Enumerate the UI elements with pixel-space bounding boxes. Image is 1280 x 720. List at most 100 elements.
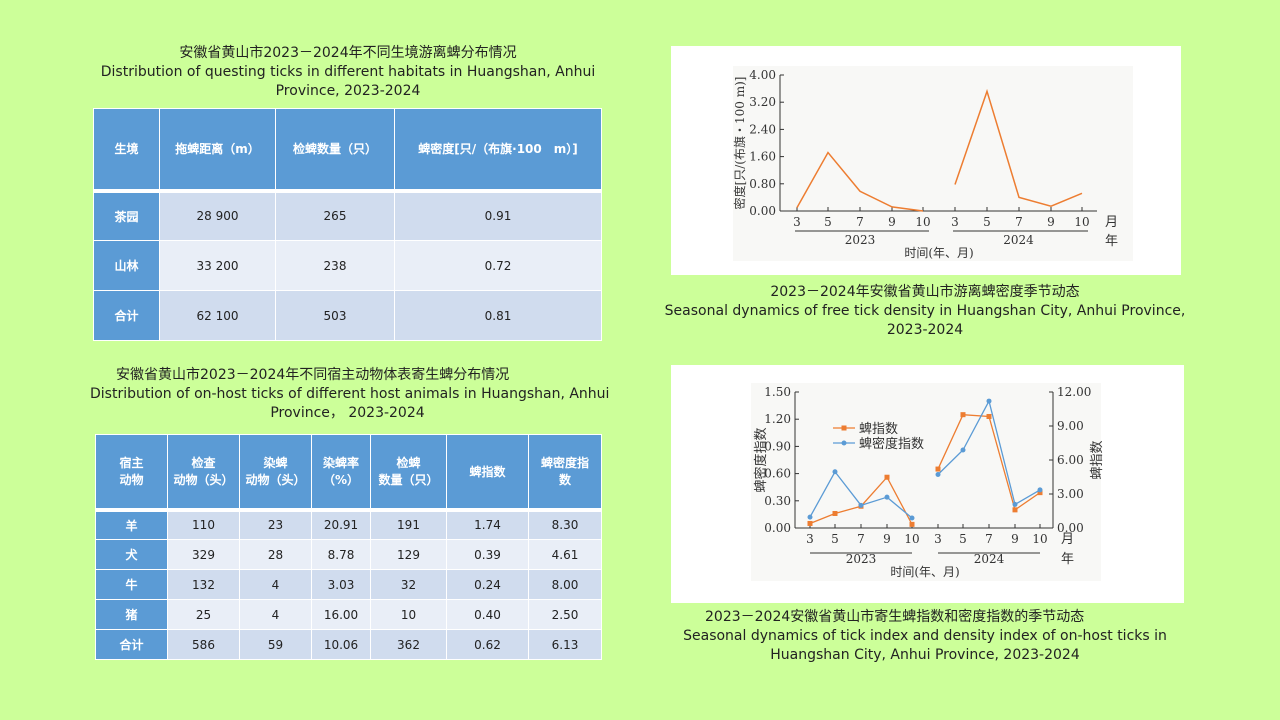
column-header: 检查 动物（头） <box>167 434 240 510</box>
table-row: 牛 132 4 3.03 32 0.24 8.00 <box>95 569 602 600</box>
table-cell: 129 <box>370 539 447 570</box>
x-tick-label: 5 <box>959 532 967 546</box>
data-point <box>1012 501 1018 507</box>
column-header: 宿主 动物 <box>95 434 168 510</box>
column-header: 蜱密度[只/（布旗·100 m）] <box>394 108 602 191</box>
x-tick-label: 10 <box>1032 532 1047 546</box>
table-cell: 586 <box>167 629 240 660</box>
x-axis-title: 时间(年、月) <box>890 565 959 579</box>
row-label: 合计 <box>95 629 168 660</box>
table-cell: 23 <box>239 509 312 540</box>
data-point <box>858 502 864 508</box>
column-header: 蜱指数 <box>446 434 529 510</box>
y-tick-label: 0.00 <box>749 204 776 218</box>
table-cell: 8.00 <box>528 569 602 600</box>
header-line: 检查 <box>191 456 216 471</box>
x-tick-label: 7 <box>1015 215 1023 229</box>
data-point <box>807 520 813 526</box>
left-tick-label: 0.60 <box>764 467 791 481</box>
table-row: 羊 110 23 20.91 191 1.74 8.30 <box>95 509 602 540</box>
year-unit: 年 <box>1105 234 1118 249</box>
host-animal-table: 宿主 动物 检查 动物（头） 染蜱 动物（头） 染蜱率 （%） 检蜱 数量（只） 蜱指数 蜱密度指数羊… <box>95 434 602 660</box>
tick-density-chart: 0.00 0.80 1.60 2.40 3.20 4.00 3 5 7 9 10 2023 3 5 7 9 10… <box>671 46 1181 275</box>
table-cell: 0.39 <box>446 539 529 570</box>
header-line: 动物 <box>119 473 144 488</box>
chart1-caption: 2023－2024年安徽省黄山市游离蜱密度季节动态 Seasonal dynam… <box>660 283 1190 340</box>
tick-index-chart: 0.00 0.30 0.60 0.90 1.20 1.50 0.00 3.00 6.00 9.00… <box>671 365 1184 603</box>
table1-title-en-2: Province, 2023-2024 <box>275 83 421 99</box>
table-cell: 0.62 <box>446 629 529 660</box>
column-header: 蜱密度指数 <box>528 434 602 510</box>
data-point <box>832 510 838 516</box>
data-point <box>1037 490 1043 496</box>
y-tick-label: 2.40 <box>749 122 776 136</box>
column-header: 检蜱数量（只） <box>370 434 447 510</box>
table-cell: 25 <box>167 599 240 630</box>
table-row: 合计 586 59 10.06 362 0.62 6.13 <box>95 629 602 660</box>
month-unit: 月 <box>1105 215 1118 230</box>
column-header: 生境 <box>93 108 160 191</box>
data-point <box>1037 487 1043 493</box>
plot-background <box>733 66 1133 261</box>
data-point <box>935 472 941 478</box>
x-tick-label: 9 <box>883 532 891 546</box>
chart1-caption-en-2: 2023-2024 <box>886 322 964 338</box>
left-tick-label: 0.00 <box>764 521 791 535</box>
x-tick-label: 10 <box>1074 215 1089 229</box>
table-cell: 59 <box>239 629 312 660</box>
series-line-2024 <box>954 88 1083 208</box>
table-cell: 16.00 <box>311 599 371 630</box>
table-cell: 0.91 <box>394 190 602 241</box>
y-tick-label: 4.00 <box>749 68 776 82</box>
right-tick-label: 0.00 <box>1057 521 1084 535</box>
legend-label: 蜱密度指数 <box>859 436 924 452</box>
data-point <box>884 494 890 500</box>
data-point <box>935 466 941 472</box>
plot-background <box>751 383 1101 581</box>
legend-marker <box>841 425 847 431</box>
table-cell: 110 <box>167 509 240 540</box>
table-row: 猪 25 4 16.00 10 0.40 2.50 <box>95 599 602 630</box>
header-line: 染蜱 <box>263 456 288 471</box>
chart2-caption-en-2: Huangshan City, Anhui Province, 2023-202… <box>770 647 1080 663</box>
year-label: 2023 <box>845 233 876 247</box>
x-tick-label: 9 <box>1011 532 1019 546</box>
table2-title-en: Distribution of on-host ticks of differe… <box>90 386 610 402</box>
x-tick-label: 7 <box>985 532 993 546</box>
table-cell: 33 200 <box>159 240 276 291</box>
left-y-axis-title: 蜱密度指数 <box>753 427 769 492</box>
x-tick-label: 10 <box>904 532 919 546</box>
column-header: 检蜱数量（只） <box>275 108 395 191</box>
table-cell: 28 900 <box>159 190 276 241</box>
table-cell: 62 100 <box>159 290 276 341</box>
data-point <box>986 398 992 404</box>
x-tick-label: 3 <box>806 532 814 546</box>
row-label: 合计 <box>93 290 160 341</box>
right-tick-label: 3.00 <box>1057 487 1084 501</box>
right-y-axis-title: 蜱指数 <box>1089 440 1105 479</box>
series-line-2023 <box>796 151 924 212</box>
y-tick-label: 3.20 <box>749 95 776 109</box>
left-tick-label: 1.50 <box>764 385 791 399</box>
right-tick-label: 12.00 <box>1057 385 1091 399</box>
table-cell: 10 <box>370 599 447 630</box>
chart2-caption-cn: 2023－2024安徽省黄山市寄生蜱指数和密度指数的季节动态 <box>705 609 1085 625</box>
table-row: 茶园 28 900 265 0.91 <box>93 190 602 241</box>
table2-title-cn: 安徽省黄山市2023－2024年不同宿主动物体表寄生蜱分布情况 <box>116 367 510 383</box>
header-line: 蜱密度指 <box>540 456 589 471</box>
data-point <box>960 447 966 453</box>
year-label: 2023 <box>846 552 877 566</box>
header-line: 数 <box>558 473 571 488</box>
x-tick-label: 3 <box>951 215 959 229</box>
data-point <box>832 469 838 475</box>
table-cell: 0.40 <box>446 599 529 630</box>
x-tick-label: 9 <box>1047 215 1055 229</box>
table-cell: 4 <box>239 569 312 600</box>
year-label: 2024 <box>974 552 1005 566</box>
column-header: 染蜱 动物（头） <box>239 434 312 510</box>
column-header: 染蜱率 （%） <box>311 434 371 510</box>
header-line: 数量（只） <box>378 473 439 488</box>
left-tick-label: 0.30 <box>764 494 791 508</box>
row-label: 茶园 <box>93 190 160 241</box>
data-point <box>909 521 915 527</box>
